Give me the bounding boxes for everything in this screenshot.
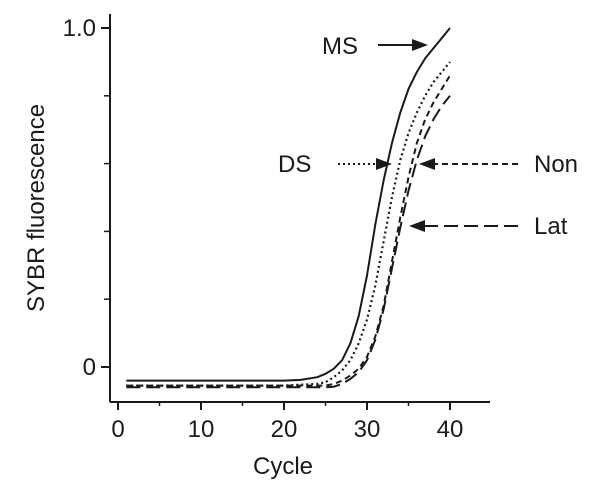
x-axis-title: Cycle: [253, 453, 313, 480]
y-ticks: 01.0: [63, 15, 110, 381]
series-line-ds: [126, 61, 451, 387]
series-line-lat: [126, 95, 451, 389]
annotation-arrow-head: [409, 220, 425, 232]
annotation-non: Non: [419, 151, 578, 178]
series-line-ms: [126, 27, 451, 382]
annotation-ms: MS: [322, 33, 428, 60]
y-tick-label: 0: [83, 354, 96, 381]
series-lines: [126, 27, 451, 389]
x-tick-label: 30: [354, 416, 381, 443]
annotation-arrow-head: [376, 158, 392, 170]
series-annotations: MS DS Non Lat: [278, 33, 578, 240]
x-tick-label: 20: [271, 416, 298, 443]
annotation-lat: Lat: [409, 213, 568, 240]
x-ticks: 0 10 20 30 40: [111, 402, 463, 443]
y-axis: 01.0: [63, 14, 111, 402]
series-label: MS: [322, 33, 358, 60]
series-line-non: [126, 74, 451, 387]
x-tick-label: 40: [437, 416, 464, 443]
y-axis-title: SYBR fluorescence: [23, 104, 50, 312]
series-label: DS: [278, 151, 311, 178]
series-label: Non: [534, 151, 578, 178]
x-tick-label: 0: [111, 416, 124, 443]
annotation-arrow-head: [412, 39, 428, 51]
x-axis: 0 10 20 30 40: [110, 401, 490, 443]
annotation-arrow-head: [419, 158, 435, 170]
annotation-ds: DS: [278, 151, 392, 178]
y-tick-label: 1.0: [63, 15, 96, 42]
series-label: Lat: [534, 213, 568, 240]
x-tick-label: 10: [188, 416, 215, 443]
